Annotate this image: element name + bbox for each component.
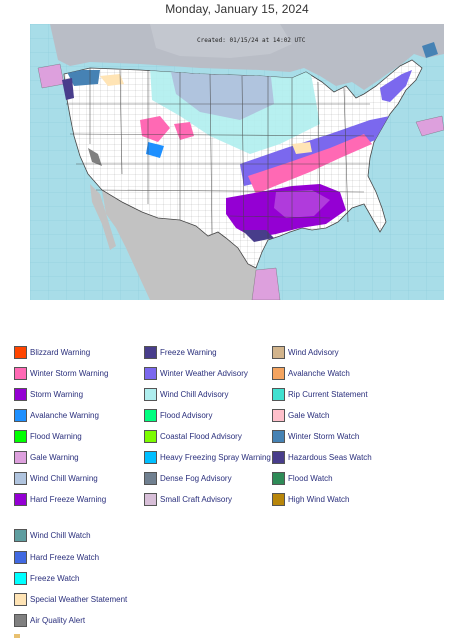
legend-label: Flood Advisory <box>160 410 213 420</box>
legend-swatch <box>272 492 285 506</box>
legend-item-small-craft-advisory: Small Craft Advisory <box>144 492 232 506</box>
legend-label: Dense Fog Advisory <box>160 473 232 483</box>
legend-label: Gale Watch <box>288 410 330 420</box>
legend-label: Avalanche Watch <box>288 368 350 378</box>
legend-label: High Wind Watch <box>288 494 350 504</box>
legend-swatch <box>14 387 27 401</box>
legend-swatch <box>14 471 27 485</box>
legend-item-winter-storm-watch: Winter Storm Watch <box>272 429 359 443</box>
legend-item-wind-chill-advisory: Wind Chill Advisory <box>144 387 228 401</box>
legend-swatch <box>144 450 157 464</box>
legend-swatch <box>14 528 27 542</box>
legend-swatch <box>14 366 27 380</box>
page-date-heading: Monday, January 15, 2024 <box>165 2 309 16</box>
legend-label: Flood Warning <box>30 431 82 441</box>
legend-swatch <box>272 429 285 443</box>
legend-swatch <box>14 592 27 606</box>
legend-item-air-quality-alert: Air Quality Alert <box>14 613 85 627</box>
legend-swatch <box>14 613 27 627</box>
legend-item-special-weather-statement: Special Weather Statement <box>14 592 127 606</box>
legend-item-coastal-flood-advisory: Coastal Flood Advisory <box>144 429 242 443</box>
legend-swatch <box>144 429 157 443</box>
legend-swatch <box>144 387 157 401</box>
legend-item-freeze-warning: Freeze Warning <box>144 345 217 359</box>
legend-label: Storm Warning <box>30 389 84 399</box>
legend-swatch <box>144 408 157 422</box>
legend-label: Air Quality Alert <box>30 615 86 625</box>
legend-swatch <box>272 471 285 485</box>
legend-item-avalanche-watch: Avalanche Watch <box>272 366 350 380</box>
legend-item-hard-freeze-watch: Hard Freeze Watch <box>14 550 99 564</box>
legend-label: Winter Storm Watch <box>288 431 360 441</box>
legend-swatch <box>272 387 285 401</box>
legend-label: Small Craft Advisory <box>160 494 233 504</box>
legend-item-winter-weather-advisory: Winter Weather Advisory <box>144 366 248 380</box>
hazard-map[interactable]: Created: 01/15/24 at 14:02 UTC <box>30 24 444 300</box>
hazard-map-svg: Created: 01/15/24 at 14:02 UTC <box>30 24 444 300</box>
legend-item-blizzard-warning: Blizzard Warning <box>14 345 90 359</box>
legend-swatch <box>272 450 285 464</box>
legend-item-high-wind-watch: High Wind Watch <box>272 492 350 506</box>
legend-item-heavy-freezing-spray-warning: Heavy Freezing Spray Warning <box>144 450 271 464</box>
legend-item-avalanche-warning: Avalanche Warning <box>14 408 99 422</box>
legend-label: Hard Freeze Watch <box>30 552 100 562</box>
legend-swatch <box>14 450 27 464</box>
legend-item-flood-watch: Flood Watch <box>272 471 333 485</box>
legend-item-dense-fog-advisory: Dense Fog Advisory <box>144 471 232 485</box>
legend-label: Freeze Watch <box>30 573 80 583</box>
legend-swatch <box>272 366 285 380</box>
legend-item-flood-warning: Flood Warning <box>14 429 82 443</box>
legend-label: Winter Weather Advisory <box>160 368 248 378</box>
legend-swatch <box>14 345 27 359</box>
legend-label: Wind Chill Watch <box>30 530 91 540</box>
legend-swatch <box>14 492 27 506</box>
legend-label: Wind Chill Advisory <box>160 389 229 399</box>
legend-label: Special Weather Statement <box>30 594 128 604</box>
legend-item-wind-advisory: Wind Advisory <box>272 345 339 359</box>
legend-item-flood-advisory: Flood Advisory <box>144 408 212 422</box>
legend-swatch <box>144 471 157 485</box>
legend-item-storm-warning: Storm Warning <box>14 387 83 401</box>
legend-label: Gale Warning <box>30 452 79 462</box>
legend-swatch <box>144 492 157 506</box>
legend-label: Heavy Freezing Spray Warning <box>160 452 271 462</box>
legend-swatch <box>14 550 27 564</box>
legend-label: Coastal Flood Advisory <box>160 431 242 441</box>
legend-swatch <box>272 408 285 422</box>
legend-label: Blizzard Warning <box>30 347 91 357</box>
legend-swatch <box>14 571 27 585</box>
legend-label: Winter Storm Warning <box>30 368 109 378</box>
legend-item-hazardous-seas-watch: Hazardous Seas Watch <box>272 450 372 464</box>
legend-swatch <box>144 345 157 359</box>
legend-swatch <box>272 345 285 359</box>
legend-item-wind-chill-warning: Wind Chill Warning <box>14 471 98 485</box>
legend-label: Hazardous Seas Watch <box>288 452 372 462</box>
legend-swatch <box>14 429 27 443</box>
legend-label: Wind Advisory <box>288 347 339 357</box>
legend-item-freeze-watch: Freeze Watch <box>14 571 80 585</box>
legend-item-wind-chill-watch: Wind Chill Watch <box>14 528 91 542</box>
legend-footer-cropped <box>14 634 154 640</box>
legend-label: Avalanche Warning <box>30 410 99 420</box>
legend-label: Rip Current Statement <box>288 389 368 399</box>
legend-label: Hard Freeze Warning <box>30 494 107 504</box>
legend-item-rip-current-statement: Rip Current Statement <box>272 387 368 401</box>
legend-label: Freeze Warning <box>160 347 217 357</box>
legend-item-hard-freeze-warning: Hard Freeze Warning <box>14 492 106 506</box>
legend-item-gale-watch: Gale Watch <box>272 408 330 422</box>
legend-swatch <box>14 408 27 422</box>
legend-swatch <box>144 366 157 380</box>
legend-item-gale-warning: Gale Warning <box>14 450 79 464</box>
map-created-stamp: Created: 01/15/24 at 14:02 UTC <box>197 37 306 44</box>
legend-item-winter-storm-warning: Winter Storm Warning <box>14 366 108 380</box>
legend-label: Flood Watch <box>288 473 333 483</box>
legend-label: Wind Chill Warning <box>30 473 98 483</box>
